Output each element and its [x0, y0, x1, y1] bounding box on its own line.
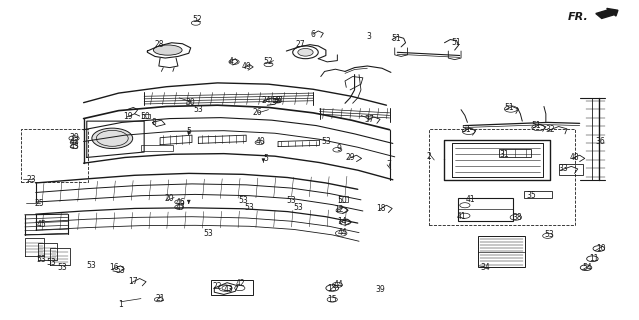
Text: 17: 17: [128, 277, 138, 286]
Text: 22: 22: [213, 282, 222, 291]
Text: 37: 37: [364, 115, 374, 124]
Text: 53: 53: [245, 203, 254, 212]
Text: 42: 42: [70, 137, 79, 146]
Bar: [21, 129, 88, 182]
Text: 45: 45: [36, 220, 47, 229]
Text: 20: 20: [165, 194, 174, 204]
Text: 21: 21: [155, 294, 165, 303]
Text: 52: 52: [192, 15, 202, 24]
Text: 53: 53: [321, 137, 331, 146]
Circle shape: [298, 49, 313, 56]
Text: 3: 3: [367, 32, 372, 41]
Text: 33: 33: [558, 164, 568, 173]
Text: FR.: FR.: [568, 12, 589, 22]
Text: 53: 53: [204, 229, 213, 238]
Circle shape: [92, 128, 133, 148]
Text: 42: 42: [236, 279, 245, 288]
Text: 39: 39: [70, 132, 79, 141]
Text: 6: 6: [311, 30, 316, 39]
Text: 27: 27: [296, 40, 305, 49]
Text: 10: 10: [597, 244, 606, 253]
Text: 53: 53: [194, 105, 203, 114]
Text: 53: 53: [57, 263, 67, 272]
Bar: [558, 164, 583, 175]
Text: 44: 44: [334, 280, 344, 289]
Text: 53: 53: [36, 255, 47, 264]
Text: 8: 8: [151, 118, 156, 127]
Text: 52: 52: [264, 57, 273, 66]
Text: 7: 7: [387, 160, 392, 169]
Text: 26: 26: [252, 108, 262, 117]
Text: 53: 53: [86, 261, 96, 270]
Text: 53: 53: [293, 203, 303, 212]
Text: 30: 30: [186, 98, 196, 107]
Text: 53: 53: [116, 266, 125, 276]
Text: 51: 51: [461, 125, 471, 134]
Text: 11: 11: [589, 254, 598, 263]
Text: 50: 50: [140, 112, 150, 121]
Text: 54: 54: [582, 263, 592, 272]
Text: 51: 51: [391, 34, 401, 43]
Bar: [429, 129, 574, 225]
Text: 47: 47: [273, 96, 283, 105]
Text: 5: 5: [263, 154, 268, 163]
Text: 18: 18: [376, 204, 385, 213]
Text: 39: 39: [376, 284, 385, 293]
Text: 38: 38: [512, 213, 522, 222]
Text: 53: 53: [286, 196, 296, 205]
Text: 53: 53: [544, 230, 554, 239]
Text: 5: 5: [187, 127, 191, 136]
Text: 9: 9: [336, 144, 341, 153]
Text: 53: 53: [238, 196, 248, 205]
Text: 13: 13: [327, 284, 337, 292]
Text: 51: 51: [451, 38, 461, 47]
Text: 4: 4: [229, 57, 234, 66]
Text: 16: 16: [109, 263, 119, 272]
Text: 43: 43: [224, 284, 234, 293]
Text: 49: 49: [242, 62, 251, 71]
Text: 32: 32: [546, 125, 555, 134]
Text: 47: 47: [176, 203, 185, 212]
Text: 53: 53: [47, 258, 57, 267]
Bar: [477, 236, 525, 267]
Text: 43: 43: [70, 142, 79, 151]
Bar: [523, 191, 552, 198]
Text: 44: 44: [337, 228, 348, 237]
Text: 31: 31: [500, 150, 509, 159]
Text: 1: 1: [118, 300, 123, 308]
Text: 15: 15: [327, 295, 337, 304]
Text: 24: 24: [261, 96, 271, 105]
Text: 25: 25: [34, 199, 43, 208]
Text: 41: 41: [465, 195, 475, 204]
Text: 53: 53: [272, 96, 281, 105]
Text: 41: 41: [456, 212, 466, 221]
Ellipse shape: [153, 45, 182, 55]
Text: 50: 50: [337, 196, 348, 205]
Bar: [211, 280, 252, 295]
FancyArrow shape: [596, 8, 618, 19]
Text: 23: 23: [26, 175, 36, 184]
Text: 14: 14: [337, 217, 347, 226]
Bar: [141, 145, 173, 151]
Text: 34: 34: [481, 263, 490, 272]
Text: 2: 2: [426, 152, 431, 161]
Text: 19: 19: [123, 112, 133, 121]
Text: 28: 28: [154, 40, 164, 49]
Bar: [459, 198, 512, 220]
Bar: [339, 196, 348, 202]
Text: 29: 29: [345, 153, 355, 162]
Text: 36: 36: [595, 137, 605, 146]
Text: 12: 12: [334, 205, 343, 214]
Text: 35: 35: [527, 191, 536, 200]
Text: 46: 46: [176, 197, 185, 206]
Text: 51: 51: [505, 103, 514, 112]
Bar: [499, 149, 531, 157]
Text: 40: 40: [256, 137, 266, 146]
Text: 48: 48: [570, 153, 580, 162]
Text: 51: 51: [532, 121, 541, 130]
